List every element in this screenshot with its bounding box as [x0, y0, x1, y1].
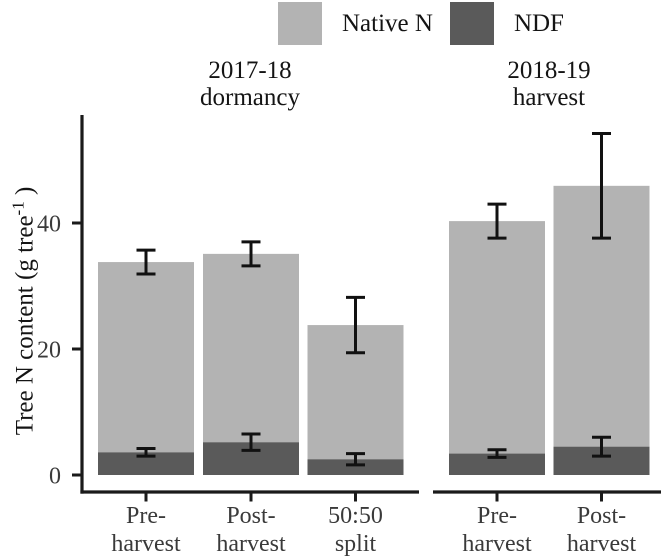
bar-segment-native-n — [449, 221, 545, 454]
bar-segment-ndf — [449, 453, 545, 475]
legend: Native N NDF — [278, 2, 564, 45]
legend-swatch-ndf — [449, 2, 494, 45]
facet-title-2018-19-harvest: 2018-19 harvest — [507, 57, 591, 111]
x-tick-label: Post- — [577, 503, 626, 529]
legend-label-native-n: Native N — [342, 10, 433, 37]
x-tick-label: 50:50 — [328, 503, 383, 529]
bar-segment-ndf — [98, 452, 194, 475]
x-tick-label: harvest — [216, 531, 286, 557]
y-tick-label: 0 — [49, 464, 61, 490]
legend-label-ndf: NDF — [513, 10, 564, 37]
y-tick-label: 40 — [37, 212, 61, 238]
bar-segment-native-n — [203, 253, 299, 443]
x-tick-label: Pre- — [126, 503, 166, 529]
x-tick-label: Post- — [226, 503, 275, 529]
facet-title-2017-18-dormancy: 2017-18 dormancy — [200, 57, 300, 111]
legend-swatch-native-n — [278, 2, 322, 45]
x-tick-label: harvest — [111, 531, 181, 557]
x-tick-label: split — [335, 531, 377, 557]
x-tick-label: harvest — [567, 531, 637, 557]
bar-segment-ndf — [307, 459, 404, 475]
bar-segment-native-n — [98, 262, 194, 453]
y-tick-label: 20 — [37, 338, 61, 364]
x-tick-label: harvest — [462, 531, 532, 557]
x-tick-label: Pre- — [477, 503, 517, 529]
